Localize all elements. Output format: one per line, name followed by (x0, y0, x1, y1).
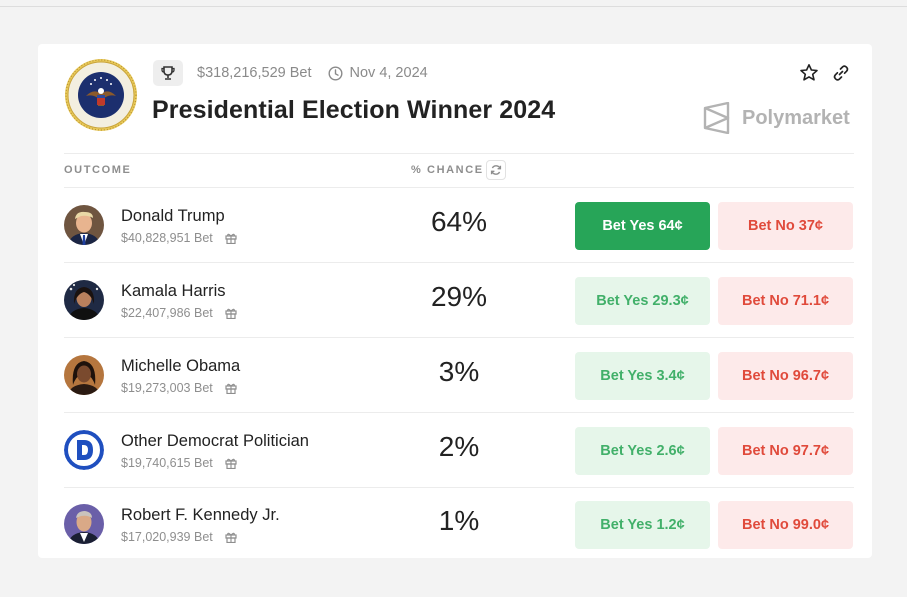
outcome-name: Robert F. Kennedy Jr. (121, 506, 280, 524)
market-date: Nov 4, 2024 (349, 65, 428, 81)
row-divider (64, 262, 854, 263)
gift-icon[interactable] (225, 232, 237, 244)
outcome-volume: $17,020,939 Bet (121, 530, 213, 544)
gift-icon[interactable] (225, 457, 237, 469)
row-divider (64, 337, 854, 338)
bet-no-button[interactable]: Bet No 99.0¢ (718, 501, 853, 549)
card-actions (798, 62, 852, 84)
outcome-volume: $40,828,951 Bet (121, 231, 213, 245)
header-divider (64, 153, 854, 154)
bet-yes-button[interactable]: Bet Yes 2.6¢ (575, 427, 710, 475)
row-divider (64, 487, 854, 488)
outcome-chance: 29% (430, 281, 488, 312)
table-row: Michelle Obama $19,273,003 Bet 3% Bet Ye… (64, 338, 854, 412)
democrat-logo (64, 430, 104, 470)
outcome-column-header: OUTCOME (64, 164, 132, 176)
table-header-divider (64, 187, 854, 188)
outcome-name: Other Democrat Politician (121, 432, 309, 450)
harris-avatar (64, 280, 104, 320)
presidential-seal (64, 58, 138, 132)
bet-no-button[interactable]: Bet No 71.1¢ (718, 277, 853, 325)
bet-no-button[interactable]: Bet No 96.7¢ (718, 352, 853, 400)
outcome-volume: $19,273,003 Bet (121, 381, 213, 395)
outcome-name: Kamala Harris (121, 282, 226, 300)
outcome-chance: 1% (438, 505, 480, 536)
polymarket-logo (703, 102, 730, 134)
gift-icon[interactable] (225, 531, 237, 543)
row-divider (64, 412, 854, 413)
outcome-chance: 2% (438, 431, 480, 462)
outcome-name: Michelle Obama (121, 357, 241, 375)
market-title: Presidential Election Winner 2024 (152, 96, 556, 124)
outcome-name: Donald Trump (121, 207, 225, 225)
star-icon[interactable] (798, 62, 820, 84)
trophy-icon (153, 60, 183, 86)
bet-no-button[interactable]: Bet No 37¢ (718, 202, 853, 250)
obama-avatar (64, 355, 104, 395)
bet-no-button[interactable]: Bet No 97.7¢ (718, 427, 853, 475)
kennedy-avatar (64, 504, 104, 544)
chance-column-header: % CHANCE (411, 164, 484, 176)
outcome-chance: 64% (430, 206, 488, 237)
bet-yes-button[interactable]: Bet Yes 29.3¢ (575, 277, 710, 325)
refresh-icon[interactable] (486, 160, 506, 180)
outcome-volume: $19,740,615 Bet (121, 456, 213, 470)
table-row: Donald Trump $40,828,951 Bet 64% Bet Yes… (64, 188, 854, 262)
clock-icon (327, 65, 343, 81)
bet-yes-button[interactable]: Bet Yes 64¢ (575, 202, 710, 250)
market-volume: $318,216,529 Bet (197, 65, 312, 81)
bet-yes-button[interactable]: Bet Yes 3.4¢ (575, 352, 710, 400)
outcome-volume: $22,407,986 Bet (121, 306, 213, 320)
polymarket-brand[interactable]: Polymarket (702, 102, 850, 134)
gift-icon[interactable] (225, 307, 237, 319)
top-divider (0, 6, 907, 7)
table-row: Other Democrat Politician $19,740,615 Be… (64, 413, 854, 487)
bet-yes-button[interactable]: Bet Yes 1.2¢ (575, 501, 710, 549)
market-card: $318,216,529 Bet Nov 4, 2024 Presidentia… (38, 44, 872, 558)
link-icon[interactable] (830, 62, 852, 84)
trump-avatar (64, 205, 104, 245)
table-row: Kamala Harris $22,407,986 Bet 29% Bet Ye… (64, 263, 854, 337)
gift-icon[interactable] (225, 382, 237, 394)
market-meta: $318,216,529 Bet Nov 4, 2024 (153, 60, 428, 86)
table-row: Robert F. Kennedy Jr. $17,020,939 Bet 1%… (64, 487, 854, 561)
brand-name: Polymarket (742, 106, 850, 129)
outcome-chance: 3% (438, 356, 480, 387)
